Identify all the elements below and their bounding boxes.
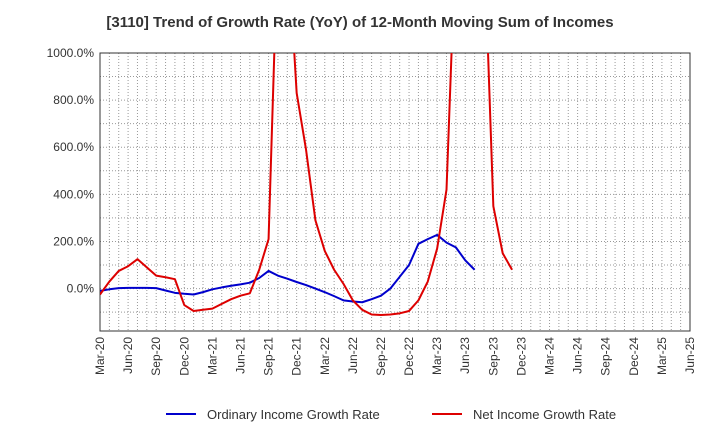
x-tick-label: Sep-20 [149, 337, 163, 376]
x-tick-label: Mar-24 [543, 337, 557, 375]
y-tick-label: 800.0% [53, 93, 94, 107]
x-tick-label: Dec-21 [290, 337, 304, 376]
y-tick-label: 200.0% [53, 234, 94, 248]
x-tick-label: Jun-25 [683, 337, 697, 374]
x-tick-label: Dec-20 [177, 337, 191, 376]
x-tick-label: Dec-23 [514, 337, 528, 376]
y-tick-label: 0.0% [67, 282, 95, 296]
x-tick-label: Sep-21 [262, 337, 276, 376]
legend-label-net-income: Net Income Growth Rate [473, 407, 616, 422]
x-tick-label: Jun-20 [121, 337, 135, 374]
x-tick-label: Jun-24 [571, 337, 585, 374]
legend-label-ordinary-income: Ordinary Income Growth Rate [207, 407, 380, 422]
chart-title: [3110] Trend of Growth Rate (YoY) of 12-… [106, 14, 614, 31]
x-tick-label: Mar-25 [655, 337, 669, 375]
plot-frame [99, 52, 691, 332]
x-tick-label: Mar-20 [93, 337, 107, 375]
x-tick-label: Sep-23 [486, 337, 500, 376]
x-tick-label: Mar-21 [205, 337, 219, 375]
x-tick-label: Mar-23 [430, 337, 444, 375]
x-tick-label: Dec-24 [627, 337, 641, 376]
x-tick-label: Jun-23 [458, 337, 472, 374]
y-tick-label: 600.0% [53, 140, 94, 154]
x-tick-label: Jun-21 [233, 337, 247, 374]
x-tick-label: Dec-22 [402, 337, 416, 376]
x-tick-label: Sep-22 [374, 337, 388, 376]
y-tick-label: 1000.0% [47, 46, 95, 60]
x-tick-label: Jun-22 [346, 337, 360, 374]
series-line-ordinary-income [100, 233, 476, 304]
x-tick-label: Mar-22 [318, 337, 332, 375]
series-line-net-income [100, 53, 513, 316]
y-tick-label: 400.0% [53, 187, 94, 201]
x-tick-label: Sep-24 [599, 337, 613, 376]
